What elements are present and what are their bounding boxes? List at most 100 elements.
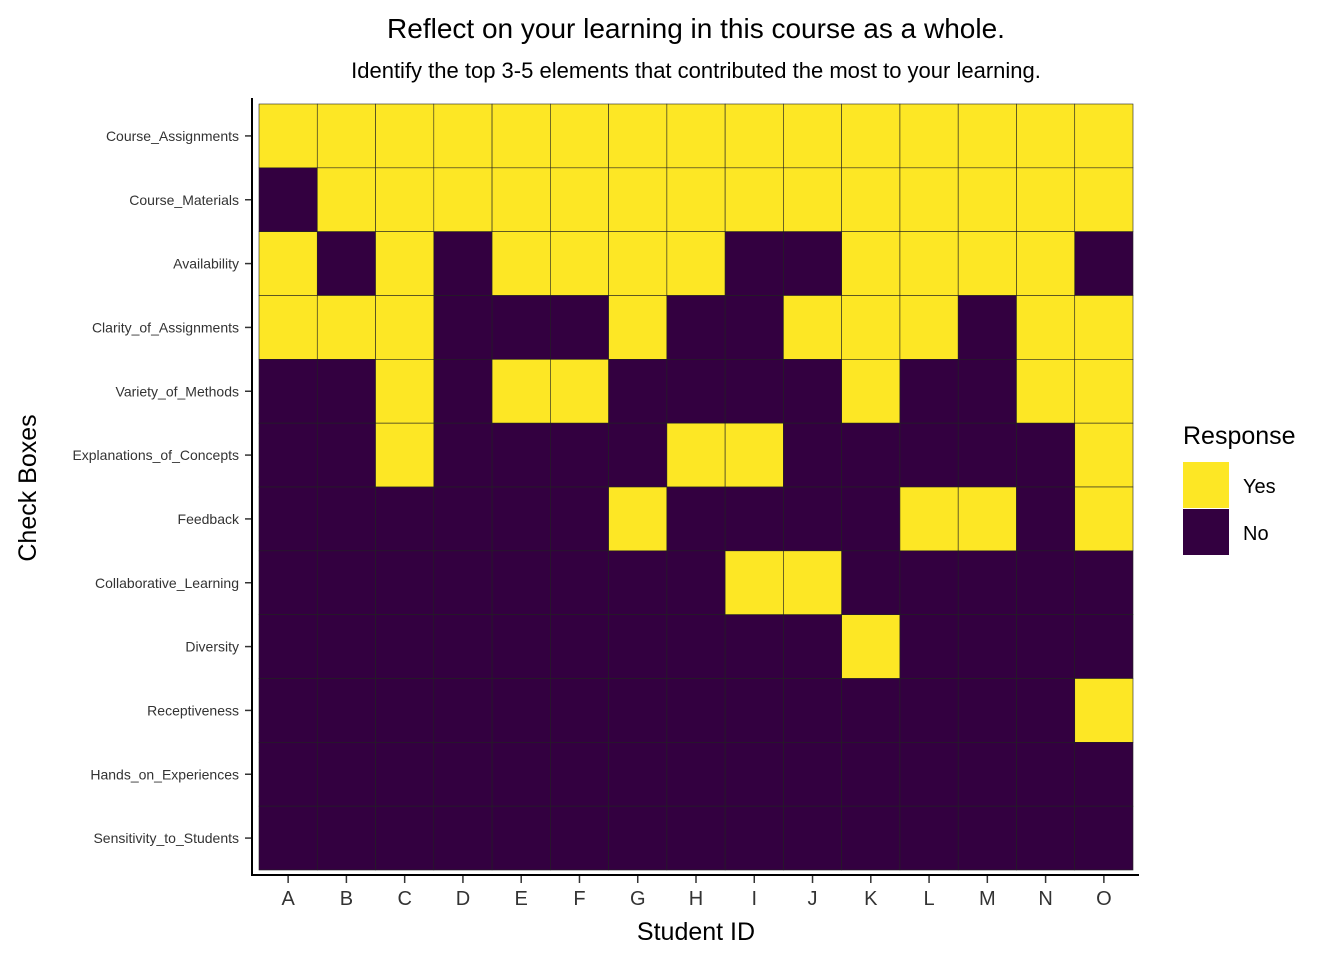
heatmap-cell — [724, 103, 784, 169]
legend-swatch-no — [1183, 509, 1229, 555]
heatmap-cell — [375, 231, 435, 296]
heatmap-cell — [957, 295, 1017, 360]
heatmap-cell — [608, 550, 668, 615]
x-tick-label: A — [281, 888, 295, 910]
heatmap-cell — [258, 486, 318, 552]
heatmap-cell — [433, 678, 493, 743]
heatmap-cell — [724, 359, 784, 424]
heatmap-cell — [608, 167, 668, 232]
heatmap-cell — [608, 805, 668, 871]
heatmap-cell — [433, 614, 493, 679]
y-tick-label: Availability — [173, 256, 239, 272]
heatmap-cell — [1016, 614, 1076, 679]
heatmap-cell — [1074, 805, 1134, 871]
heatmap-cell — [724, 614, 784, 679]
heatmap-cell — [957, 359, 1017, 424]
x-tick-label: K — [864, 888, 878, 910]
heatmap-cell — [1016, 231, 1076, 296]
heatmap-cell — [1074, 614, 1134, 679]
heatmap-cells — [258, 103, 1134, 871]
heatmap-cell — [375, 550, 435, 615]
heatmap-cell — [1016, 486, 1076, 552]
heatmap-cell — [258, 167, 318, 232]
heatmap-cell — [724, 550, 784, 615]
heatmap-cell — [1074, 486, 1134, 552]
heatmap-cell — [375, 614, 435, 679]
y-tick-label: Sensitivity_to_Students — [93, 830, 239, 846]
heatmap-cell — [957, 678, 1017, 743]
heatmap-cell — [375, 422, 435, 488]
heatmap-cell — [783, 103, 842, 169]
heatmap-cell — [666, 678, 726, 743]
heatmap-cell — [1074, 167, 1134, 232]
heatmap-cell — [375, 805, 435, 871]
heatmap-cell — [491, 103, 551, 169]
heatmap-cell — [375, 486, 435, 552]
heatmap-cell — [433, 486, 493, 552]
heatmap-cell — [1016, 103, 1076, 169]
heatmap-cell — [1074, 422, 1134, 488]
heatmap-cell — [783, 295, 842, 360]
heatmap-cell — [666, 103, 726, 169]
heatmap-cell — [433, 359, 493, 424]
heatmap-cell — [783, 359, 842, 424]
heatmap-cell — [783, 167, 842, 232]
heatmap-cell — [316, 614, 376, 679]
heatmap-cell — [957, 550, 1017, 615]
heatmap-cell — [841, 742, 901, 807]
heatmap-cell — [491, 359, 551, 424]
heatmap-cell — [666, 231, 726, 296]
x-tick-label: O — [1096, 888, 1112, 910]
heatmap-cell — [550, 103, 609, 169]
heatmap-cell — [957, 422, 1017, 488]
heatmap-cell — [666, 805, 726, 871]
heatmap-cell — [899, 359, 959, 424]
heatmap-cell — [666, 550, 726, 615]
heatmap-cell — [550, 359, 609, 424]
heatmap-cell — [899, 231, 959, 296]
y-tick-label: Course_Materials — [129, 192, 239, 208]
heatmap-cell — [899, 550, 959, 615]
y-tick-label: Hands_on_Experiences — [90, 766, 239, 782]
heatmap-cell — [375, 295, 435, 360]
heatmap-cell — [724, 295, 784, 360]
heatmap-cell — [316, 678, 376, 743]
heatmap-cell — [491, 742, 551, 807]
chart-subtitle: Identify the top 3-5 elements that contr… — [351, 58, 1041, 83]
y-tick-label: Collaborative_Learning — [95, 575, 239, 591]
heatmap-cell — [491, 614, 551, 679]
heatmap-cell — [550, 295, 609, 360]
heatmap-cell — [491, 550, 551, 615]
heatmap-cell — [316, 359, 376, 424]
heatmap-cell — [491, 231, 551, 296]
heatmap-cell — [608, 614, 668, 679]
x-tick-label: G — [630, 888, 646, 910]
heatmap-cell — [957, 805, 1017, 871]
heatmap-cell — [258, 422, 318, 488]
y-tick-label: Diversity — [185, 639, 239, 655]
heatmap-cell — [258, 295, 318, 360]
heatmap-cell — [841, 678, 901, 743]
heatmap-cell — [1016, 167, 1076, 232]
heatmap-cell — [375, 167, 435, 232]
heatmap-cell — [957, 486, 1017, 552]
x-tick-label: I — [751, 888, 757, 910]
heatmap-cell — [1016, 678, 1076, 743]
heatmap-cell — [433, 422, 493, 488]
heatmap-cell — [1074, 295, 1134, 360]
heatmap-cell — [608, 359, 668, 424]
heatmap-cell — [957, 231, 1017, 296]
heatmap-cell — [316, 486, 376, 552]
x-tick-label: H — [689, 888, 703, 910]
heatmap-cell — [899, 486, 959, 552]
heatmap-cell — [1016, 295, 1076, 360]
heatmap-cell — [1074, 231, 1134, 296]
y-tick-label: Explanations_of_Concepts — [72, 447, 239, 463]
heatmap-cell — [899, 295, 959, 360]
heatmap-cell — [783, 614, 842, 679]
heatmap-cell — [258, 742, 318, 807]
heatmap-cell — [666, 167, 726, 232]
heatmap-cell — [375, 103, 435, 169]
heatmap-cell — [491, 295, 551, 360]
